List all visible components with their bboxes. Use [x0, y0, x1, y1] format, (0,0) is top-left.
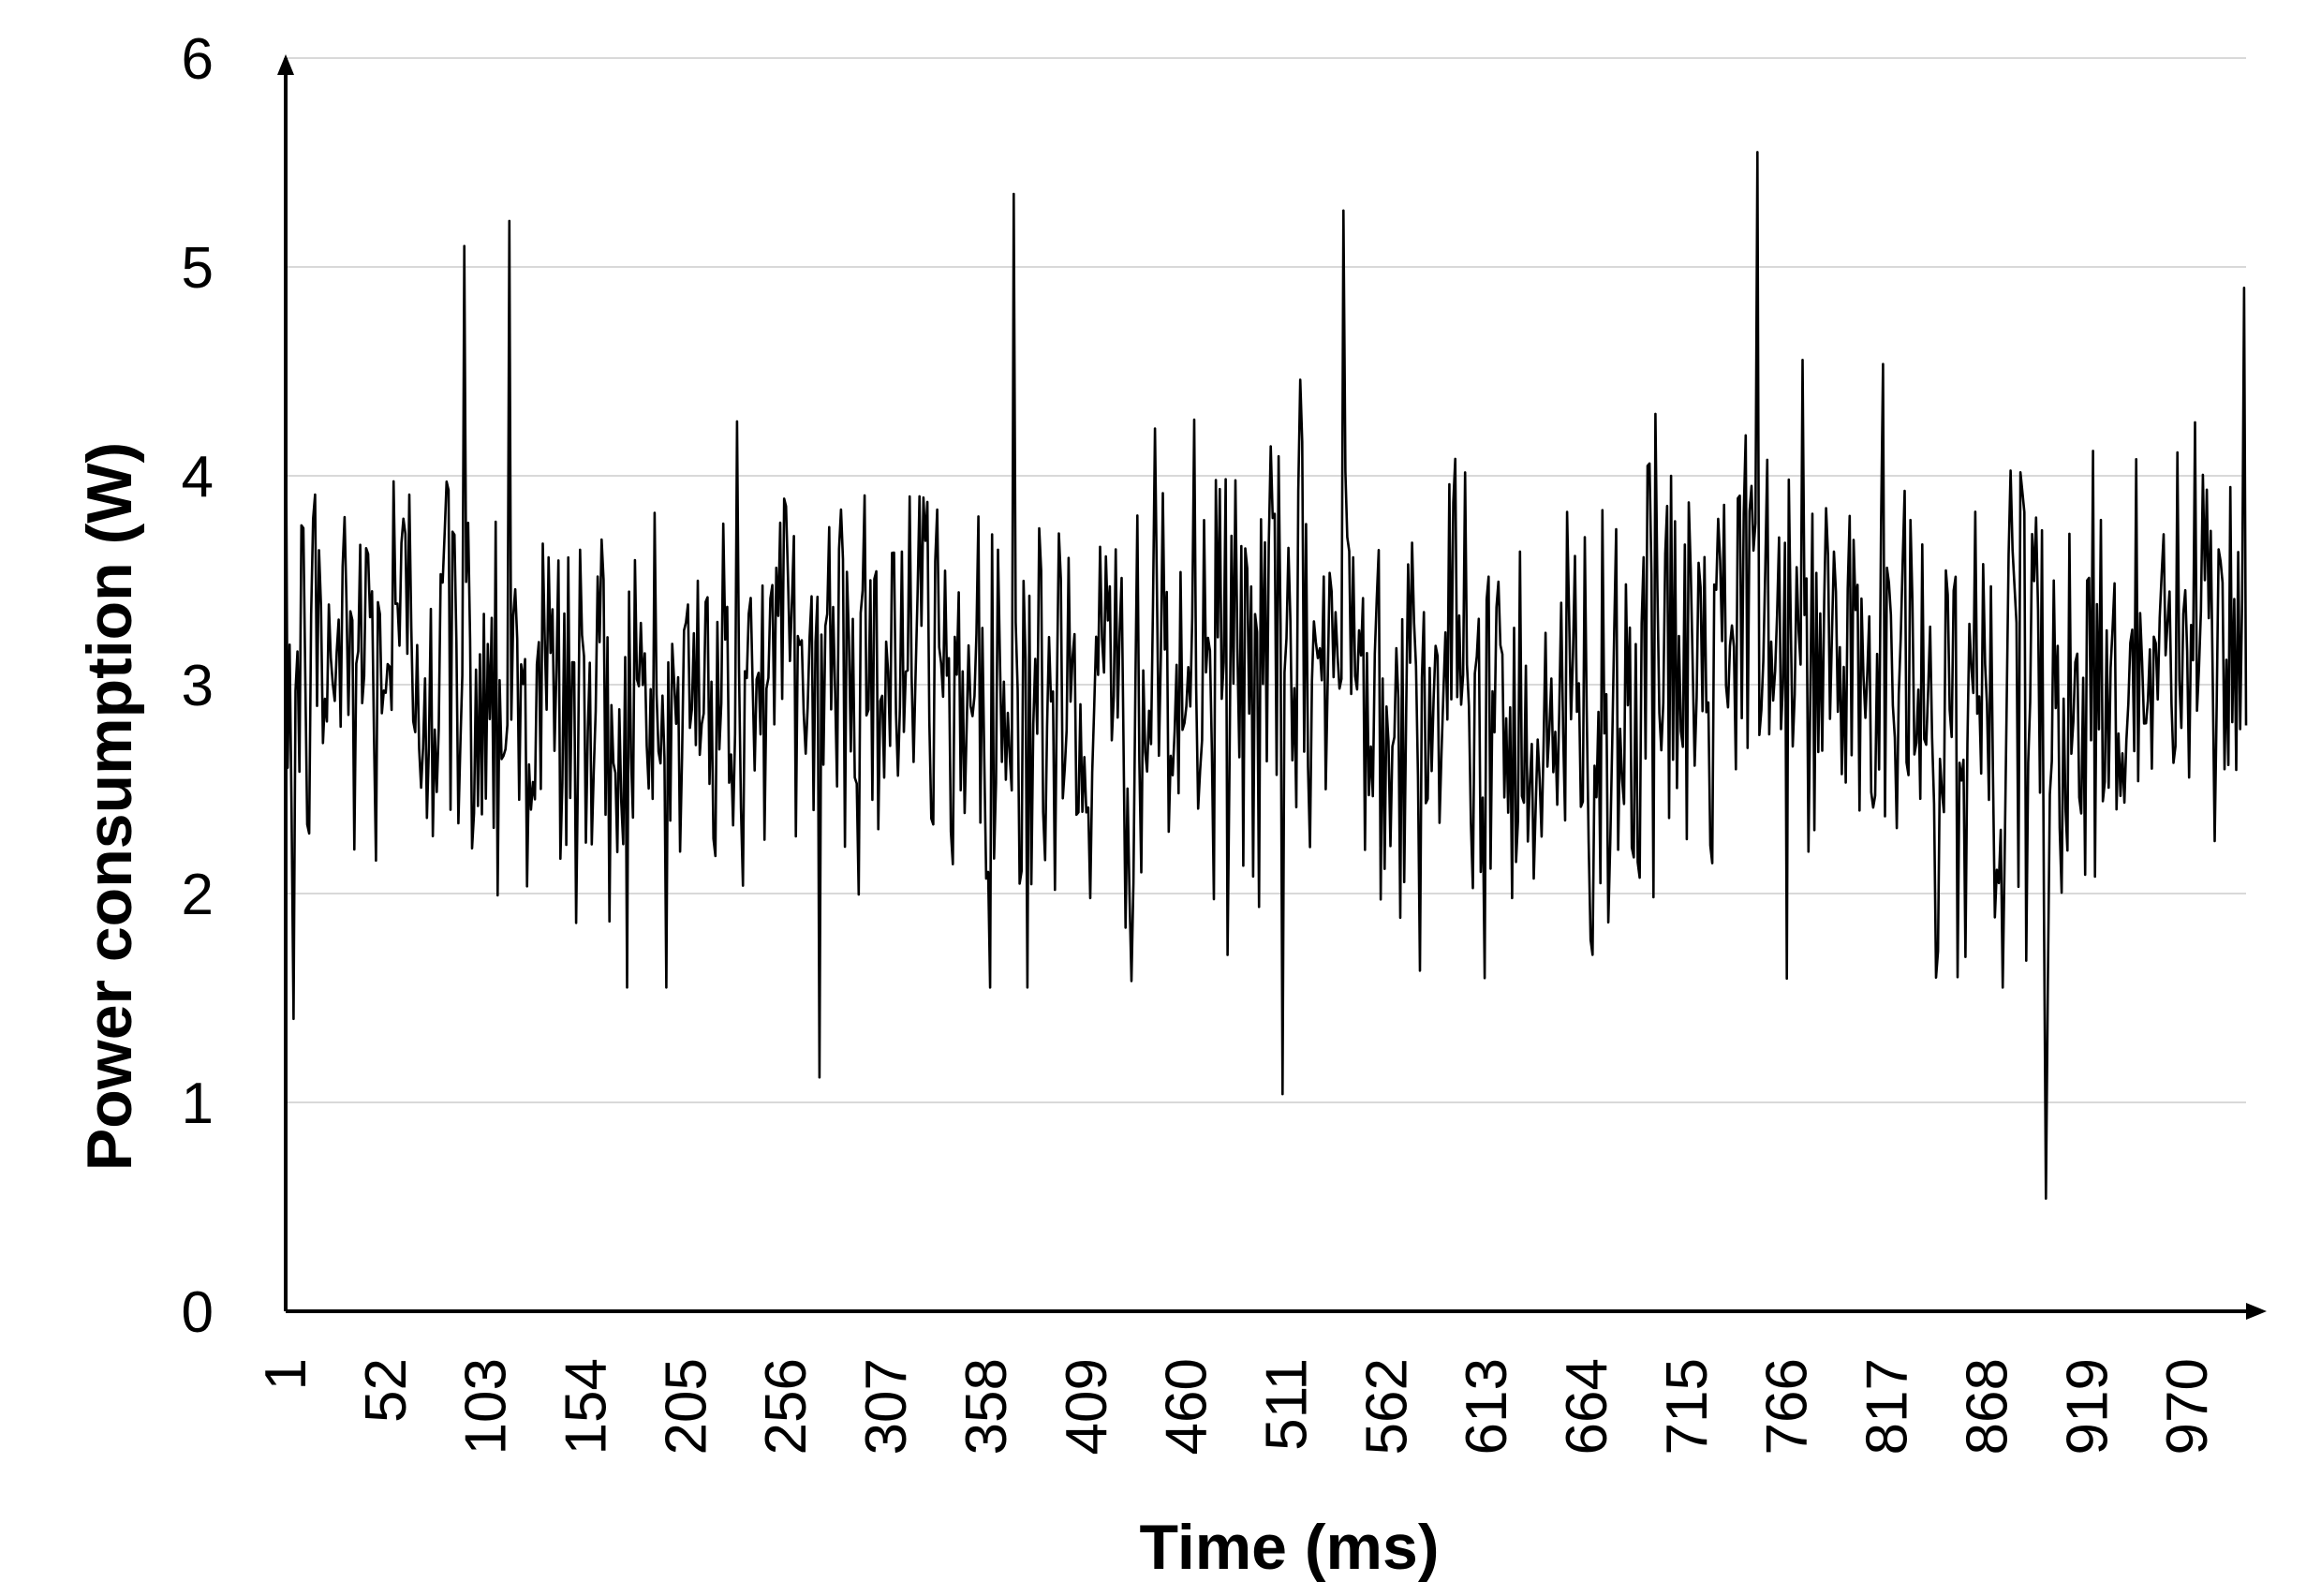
x-tick-label: 1 — [254, 1358, 318, 1390]
y-tick-label: 0 — [182, 1280, 214, 1345]
x-tick-label: 919 — [2055, 1358, 2120, 1455]
x-tick-label: 766 — [1755, 1358, 1820, 1455]
series-layer — [284, 151, 2248, 1200]
y-axis-arrow-icon — [277, 54, 294, 75]
x-tick-label: 970 — [2155, 1358, 2220, 1455]
x-tick-label: 715 — [1655, 1358, 1720, 1455]
axes — [277, 54, 2267, 1320]
x-tick-label: 256 — [754, 1358, 819, 1455]
x-axis-arrow-icon — [2246, 1303, 2267, 1320]
x-tick-label: 103 — [454, 1358, 519, 1455]
x-axis-title: Time (ms) — [1140, 1512, 1440, 1583]
power-series-line — [284, 151, 2248, 1200]
x-tick-label: 613 — [1455, 1358, 1519, 1455]
y-tick-label: 6 — [182, 27, 214, 92]
x-tick-label: 154 — [554, 1358, 619, 1455]
x-tick-labels: 1 52 103 154 205 256 307 358 409 460 511 562 613 664 7… — [254, 1358, 2220, 1455]
x-tick-label: 205 — [654, 1358, 718, 1455]
y-tick-labels: 0 1 2 3 4 5 6 — [182, 27, 214, 1345]
y-tick-label: 4 — [182, 445, 214, 510]
y-tick-label: 1 — [182, 1071, 214, 1136]
x-tick-label: 664 — [1555, 1358, 1619, 1455]
x-tick-label: 358 — [954, 1358, 1019, 1455]
y-tick-label: 5 — [182, 236, 214, 301]
x-tick-label: 460 — [1155, 1358, 1220, 1455]
x-tick-label: 52 — [354, 1358, 419, 1423]
x-tick-label: 511 — [1254, 1358, 1319, 1451]
y-tick-label: 2 — [182, 863, 214, 927]
x-tick-label: 562 — [1354, 1358, 1419, 1455]
x-tick-label: 307 — [854, 1358, 919, 1455]
x-tick-label: 409 — [1055, 1358, 1119, 1455]
y-tick-label: 3 — [182, 654, 214, 718]
x-tick-label: 817 — [1855, 1358, 1920, 1455]
y-axis-title: Power consumption (W) — [74, 442, 145, 1171]
x-tick-label: 868 — [1955, 1358, 2019, 1455]
